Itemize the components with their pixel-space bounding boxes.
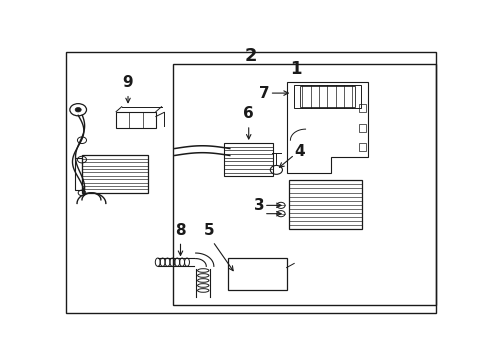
Text: 5: 5 [203,223,214,238]
Bar [358,123,366,132]
Text: 7: 7 [259,86,269,100]
Bar [299,86,354,107]
Text: 1: 1 [290,60,301,78]
Text: 2: 2 [244,48,256,66]
Bar [173,64,435,305]
Text: 4: 4 [294,144,305,158]
Text: 3: 3 [253,198,264,213]
Text: 6: 6 [243,106,254,121]
Circle shape [75,108,81,112]
Bar [82,156,148,193]
Bar [294,85,360,108]
Bar [224,143,273,176]
Bar [116,112,156,128]
Bar [358,143,366,151]
Bar [75,158,82,190]
Bar [227,258,286,290]
Text: 9: 9 [122,75,133,90]
Bar [288,180,362,229]
Bar [358,104,366,112]
Text: 8: 8 [175,223,185,238]
